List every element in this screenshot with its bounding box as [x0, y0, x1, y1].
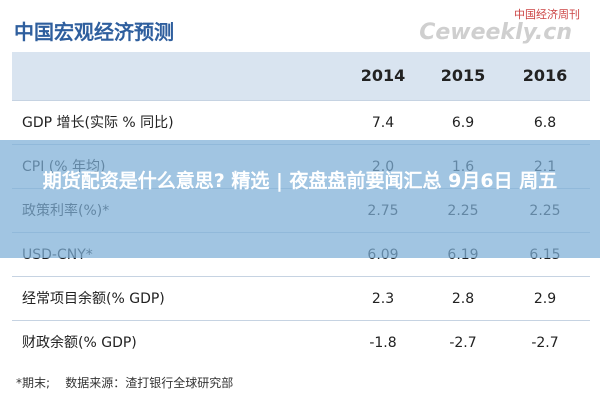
column-header: 2014	[360, 66, 406, 85]
cell-value: -1.8	[369, 335, 397, 351]
title: 中国宏观经济预测	[14, 20, 174, 44]
table-header: 2014 2015 2016	[12, 52, 590, 100]
logo: 中国经济周刊	[514, 8, 580, 21]
table-row: GDP 增长(实际 % 同比) 7.4 6.9 6.8	[12, 100, 590, 145]
cell-value: 2.8	[451, 291, 475, 307]
cell-value: 6.9	[451, 115, 475, 131]
row-label: GDP 增长(实际 % 同比)	[22, 115, 174, 131]
logo-text: Ceweekly.cn	[419, 20, 572, 45]
row-label: 财政余额(% GDP)	[22, 335, 137, 351]
banner-text: 期货配资是什么意思? 精选 | 夜盘盘前要闻汇总 9月6日 周五	[42, 170, 558, 192]
cell-value: 7.4	[371, 115, 395, 131]
cell-value: 6.8	[533, 115, 557, 131]
table-row: 经常项目余额(% GDP) 2.3 2.8 2.9	[12, 276, 590, 321]
cell-value: 2.9	[533, 291, 557, 307]
table-row: 财政余额(% GDP) -1.8 -2.7 -2.7	[12, 320, 590, 365]
cell-value: -2.7	[449, 335, 477, 351]
banner	[0, 140, 600, 258]
cell-value: 2.3	[371, 291, 395, 307]
cell-value: -2.7	[531, 335, 559, 351]
column-header: 2015	[440, 66, 486, 85]
column-header: 2016	[522, 66, 568, 85]
footnote: *期末; 数据来源：渣打银行全球研究部	[16, 376, 234, 390]
row-label: 经常项目余额(% GDP)	[22, 291, 165, 307]
